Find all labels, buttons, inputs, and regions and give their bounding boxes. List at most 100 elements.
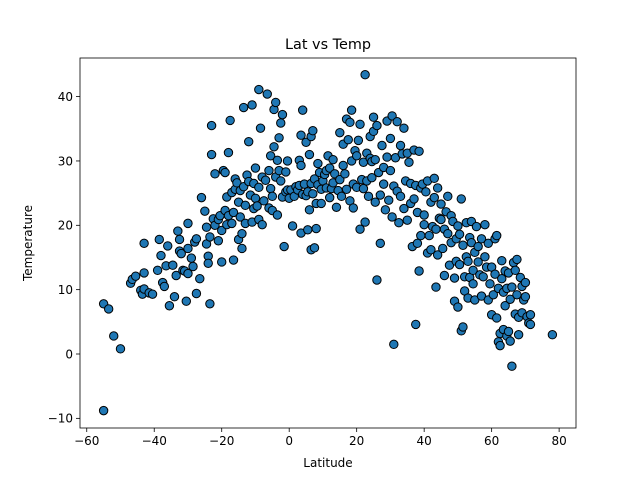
- data-point: [495, 340, 505, 351]
- y-tick-label: 40: [58, 90, 73, 104]
- data-point: [520, 277, 531, 288]
- y-tick-label: 20: [58, 219, 73, 233]
- data-point: [358, 183, 369, 194]
- data-point: [139, 268, 149, 278]
- data-point: [385, 133, 396, 144]
- data-point: [267, 191, 278, 202]
- data-point: [203, 258, 213, 268]
- data-point: [483, 238, 493, 249]
- data-point: [409, 194, 419, 204]
- data-point: [392, 117, 402, 127]
- data-point: [375, 190, 385, 200]
- y-tick-label: 30: [58, 154, 73, 168]
- data-point: [399, 123, 409, 133]
- data-point: [269, 142, 279, 152]
- data-point: [426, 245, 436, 255]
- data-point: [228, 207, 239, 218]
- data-point: [336, 191, 347, 202]
- data-point: [254, 182, 264, 193]
- data-point: [227, 218, 237, 229]
- data-point: [279, 241, 289, 252]
- data-point: [276, 176, 286, 186]
- data-point: [387, 212, 397, 222]
- data-point: [372, 275, 382, 285]
- data-point: [513, 330, 524, 340]
- data-point: [238, 102, 249, 113]
- data-point: [252, 201, 262, 211]
- data-point: [414, 146, 424, 157]
- data-point: [304, 149, 315, 160]
- data-point: [492, 313, 502, 323]
- data-point: [454, 259, 465, 270]
- data-point: [380, 205, 391, 215]
- data-point: [345, 117, 355, 128]
- data-point: [328, 154, 338, 165]
- data-point: [205, 232, 215, 242]
- data-point: [235, 212, 245, 222]
- data-point: [449, 273, 460, 283]
- data-point: [201, 222, 212, 232]
- data-point: [324, 163, 335, 173]
- data-point: [240, 200, 251, 211]
- data-point: [308, 189, 318, 199]
- data-point: [130, 271, 141, 281]
- data-point: [453, 302, 463, 312]
- data-point: [176, 248, 186, 259]
- x-tick-label: 40: [417, 434, 432, 448]
- data-point: [313, 158, 323, 169]
- data-point: [309, 243, 320, 253]
- data-point: [416, 230, 426, 241]
- data-point: [395, 191, 406, 202]
- data-point: [478, 272, 488, 282]
- data-point: [384, 195, 394, 205]
- data-point: [429, 173, 439, 184]
- data-point: [443, 191, 453, 202]
- data-point: [411, 319, 421, 330]
- data-point: [103, 304, 114, 314]
- data-point: [505, 294, 515, 304]
- data-point: [195, 274, 205, 284]
- data-point: [520, 292, 531, 302]
- data-point: [174, 234, 185, 245]
- data-point: [330, 169, 340, 179]
- data-point: [217, 257, 227, 267]
- data-point: [436, 214, 446, 225]
- data-point: [476, 234, 487, 244]
- data-point: [115, 344, 126, 354]
- data-point: [525, 310, 536, 320]
- data-point: [351, 151, 362, 161]
- data-point: [458, 322, 468, 332]
- data-point: [431, 282, 441, 292]
- data-point: [488, 290, 499, 300]
- x-tick-label: 20: [349, 434, 364, 448]
- chart-title: Lat vs Temp: [285, 37, 371, 53]
- data-point: [264, 165, 274, 176]
- data-point: [412, 238, 423, 249]
- data-point: [220, 167, 230, 178]
- data-point: [281, 167, 291, 177]
- data-point: [432, 183, 443, 193]
- data-point: [296, 130, 306, 140]
- data-point: [395, 140, 406, 151]
- data-point: [154, 234, 164, 245]
- data-point: [250, 163, 261, 173]
- data-point: [385, 165, 396, 176]
- x-tick-label: −20: [209, 434, 234, 448]
- data-point: [228, 255, 239, 265]
- data-point: [297, 105, 308, 115]
- data-point: [399, 203, 409, 214]
- data-point: [473, 241, 483, 252]
- data-point: [316, 198, 326, 209]
- data-point: [436, 199, 446, 209]
- data-point: [206, 149, 217, 160]
- data-point: [372, 120, 382, 131]
- data-point: [276, 118, 286, 128]
- data-point: [301, 137, 311, 148]
- data-point: [311, 223, 321, 234]
- data-point: [272, 155, 283, 166]
- data-point: [163, 241, 173, 251]
- data-point: [360, 217, 370, 227]
- data-point: [490, 269, 500, 279]
- data-point: [370, 154, 380, 165]
